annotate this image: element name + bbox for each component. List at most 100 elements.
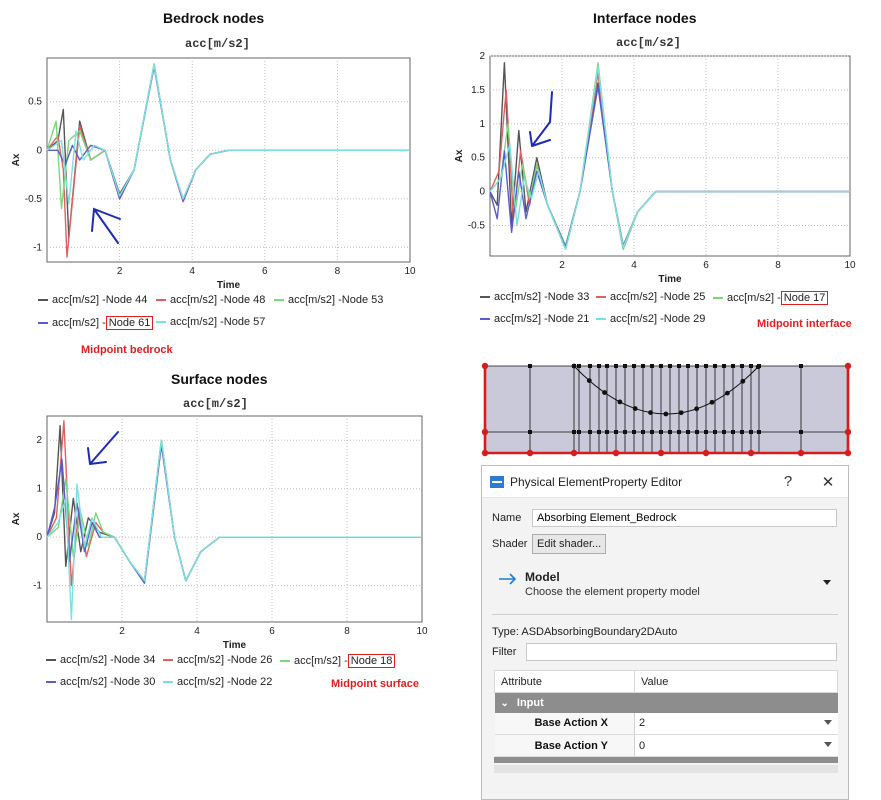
absorbing-boundary bbox=[483, 366, 850, 455]
legend-node: Node 33 bbox=[547, 291, 590, 303]
horizontal-scrollbar[interactable] bbox=[494, 765, 838, 773]
legend-prefix: acc[m/s2] - bbox=[52, 317, 106, 329]
y-tick-label: -0.5 bbox=[25, 194, 43, 205]
close-button[interactable]: ✕ bbox=[821, 473, 835, 491]
column-attribute-header[interactable]: Attribute bbox=[494, 670, 635, 693]
mesh-node bbox=[713, 430, 717, 434]
legend-item: acc[m/s2] - Node 30 bbox=[46, 676, 155, 688]
filter-input[interactable] bbox=[526, 643, 837, 661]
model-selector[interactable]: Model Choose the element property model bbox=[498, 570, 838, 604]
boundary-node bbox=[570, 449, 578, 457]
property-value-dropdown[interactable]: 0 bbox=[634, 734, 838, 757]
table-row[interactable]: Base Action Y 0 bbox=[494, 734, 838, 757]
midpoint-bedrock-note: Midpoint bedrock bbox=[81, 344, 173, 356]
mesh-node bbox=[572, 364, 576, 368]
legend-node: Node 30 bbox=[113, 676, 156, 688]
y-tick-label: 1 bbox=[36, 484, 42, 495]
x-axis-label: Time bbox=[223, 640, 247, 650]
mesh-node bbox=[740, 378, 746, 384]
legend-item: acc[m/s2] - Node 53 bbox=[274, 294, 383, 306]
mesh-node bbox=[659, 430, 663, 434]
legend-swatch bbox=[38, 299, 48, 301]
mesh-node bbox=[605, 364, 609, 368]
mesh-node bbox=[528, 364, 532, 368]
x-tick-label: 6 bbox=[269, 626, 275, 637]
y-tick-label: -1 bbox=[33, 242, 42, 253]
legend-swatch bbox=[480, 296, 490, 298]
help-button[interactable]: ? bbox=[783, 473, 793, 490]
legend-item: acc[m/s2] - Node 44 bbox=[38, 294, 147, 306]
mesh-node bbox=[749, 430, 753, 434]
boundary-node bbox=[844, 449, 852, 457]
mesh-node bbox=[663, 411, 669, 417]
table-row[interactable]: Base Action X 2 bbox=[494, 712, 838, 735]
mesh-node bbox=[632, 406, 638, 411]
mesh-node bbox=[704, 430, 708, 434]
legend-item: acc[m/s2] - Node 57 bbox=[156, 316, 265, 328]
legend-swatch bbox=[156, 321, 166, 323]
legend-node: Node 21 bbox=[547, 313, 590, 325]
legend-node: Node 44 bbox=[105, 294, 148, 306]
legend-prefix: acc[m/s2] - bbox=[177, 676, 231, 688]
dialog-titlebar[interactable]: Physical ElementProperty Editor ? ✕ bbox=[482, 466, 848, 498]
legend-swatch bbox=[38, 322, 48, 324]
interface-heading: Interface nodes bbox=[593, 10, 697, 26]
mesh-node bbox=[677, 430, 681, 434]
mesh-node bbox=[641, 364, 645, 368]
mesh-node bbox=[725, 390, 730, 396]
type-label: Type: ASDAbsorbingBoundary2DAuto bbox=[492, 626, 678, 638]
mesh-node bbox=[740, 364, 744, 368]
annotation-arrow-icon bbox=[87, 431, 119, 465]
legend-swatch bbox=[480, 318, 490, 320]
plot-area bbox=[489, 55, 851, 257]
edit-shader-button[interactable]: Edit shader... bbox=[532, 534, 607, 554]
mesh-node bbox=[731, 364, 735, 368]
series-line bbox=[46, 439, 422, 621]
x-tick-label: 6 bbox=[262, 266, 268, 277]
boundary-node bbox=[797, 449, 805, 457]
x-tick-label: 2 bbox=[119, 626, 125, 637]
boundary-node bbox=[612, 449, 620, 457]
interface-legend: acc[m/s2] - Node 33 acc[m/s2] - Node 25 … bbox=[480, 291, 880, 331]
legend-swatch bbox=[596, 318, 606, 320]
chevron-down-icon bbox=[823, 742, 832, 747]
mesh-node bbox=[597, 430, 601, 434]
mesh-node bbox=[695, 364, 699, 368]
group-input-row[interactable]: ⌄ Input bbox=[494, 692, 838, 713]
group-input-label: Input bbox=[516, 696, 544, 709]
legend-swatch bbox=[156, 299, 166, 301]
legend-node: Node 25 bbox=[663, 291, 706, 303]
bedrock-legend: acc[m/s2] - Node 44 acc[m/s2] - Node 48 … bbox=[38, 294, 438, 334]
mesh-node bbox=[713, 364, 717, 368]
y-axis-label: Ax bbox=[11, 512, 22, 525]
chevron-down-icon: ⌄ bbox=[500, 697, 509, 709]
mesh-node bbox=[695, 430, 699, 434]
boundary-node bbox=[747, 449, 755, 457]
property-value-dropdown[interactable]: 2 bbox=[634, 712, 838, 735]
mesh-node bbox=[632, 430, 636, 434]
legend-swatch bbox=[596, 296, 606, 298]
legend-prefix: acc[m/s2] - bbox=[610, 291, 664, 303]
legend-prefix: acc[m/s2] - bbox=[170, 316, 224, 328]
y-tick-label: 1.5 bbox=[471, 85, 485, 96]
legend-node: Node 53 bbox=[341, 294, 384, 306]
column-value-header[interactable]: Value bbox=[634, 670, 838, 693]
name-label: Name bbox=[492, 512, 522, 524]
legend-swatch bbox=[713, 297, 723, 299]
x-axis-label: Time bbox=[658, 274, 682, 285]
mesh-node bbox=[704, 364, 708, 368]
legend-item: acc[m/s2] - Node 21 bbox=[480, 313, 589, 325]
surface-heading: Surface nodes bbox=[171, 371, 268, 387]
series-line bbox=[489, 65, 850, 250]
mesh-node bbox=[632, 364, 636, 368]
legend-node: Node 34 bbox=[113, 654, 156, 666]
x-tick-label: 2 bbox=[117, 266, 123, 277]
legend-prefix: acc[m/s2] - bbox=[610, 313, 664, 325]
mesh-node bbox=[799, 364, 803, 368]
mesh-node bbox=[528, 430, 532, 434]
name-input[interactable] bbox=[532, 509, 837, 527]
mesh-node bbox=[586, 378, 592, 384]
mesh-node bbox=[602, 390, 607, 395]
shader-label: Shader bbox=[492, 538, 528, 550]
mesh-viewport[interactable] bbox=[476, 352, 859, 467]
